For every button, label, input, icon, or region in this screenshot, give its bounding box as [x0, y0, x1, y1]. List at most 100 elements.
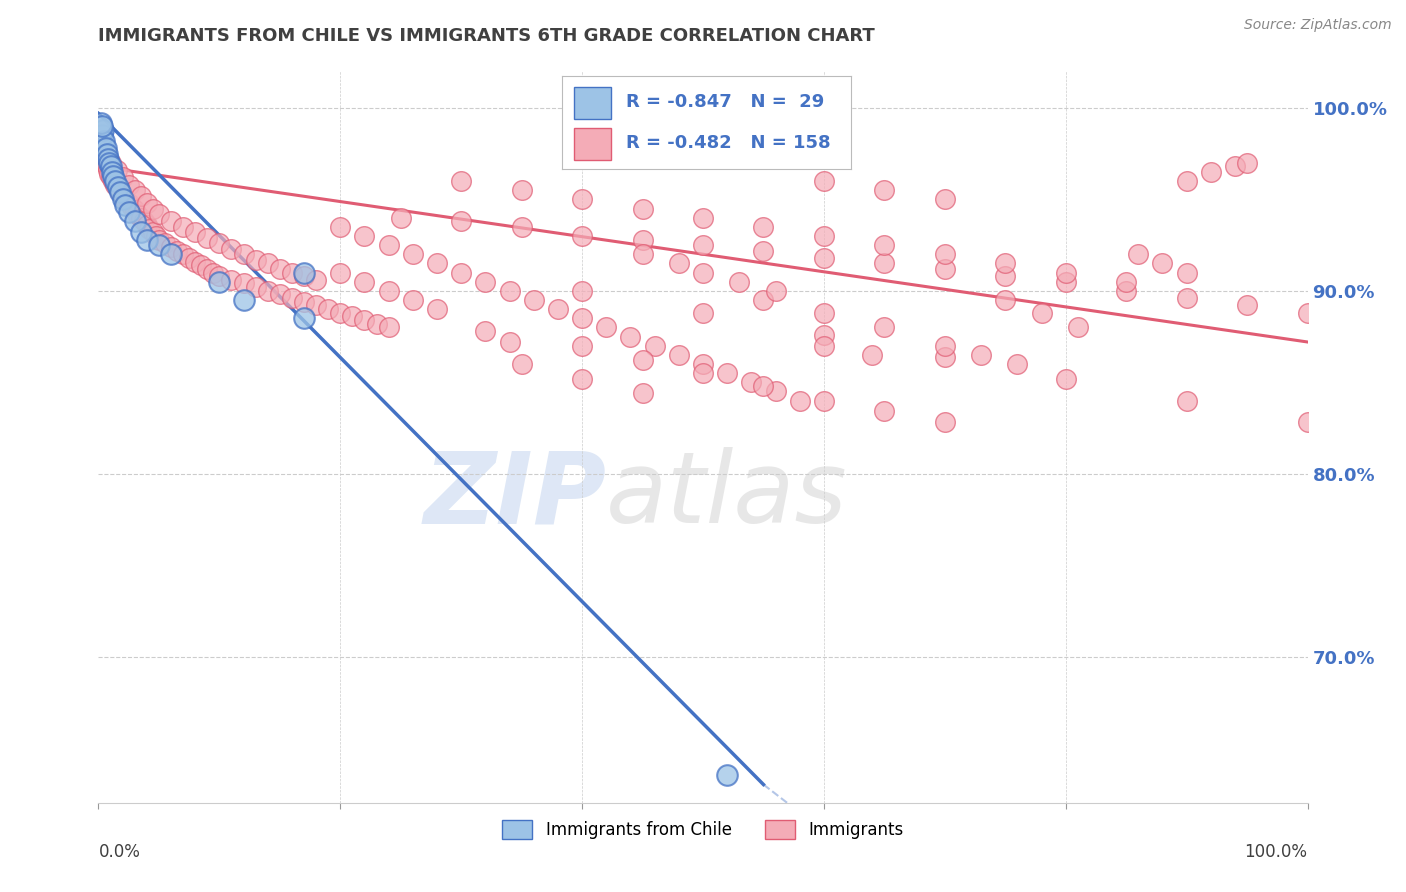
Point [256, 256, 278, 270]
Point [813, 228, 835, 243]
Point [124, 214, 146, 228]
Point [631, 386, 654, 401]
Point [1175, 174, 1198, 188]
Point [668, 348, 690, 362]
Point [142, 202, 165, 216]
Text: R = -0.847   N =  29: R = -0.847 N = 29 [626, 93, 824, 111]
Point [813, 393, 835, 408]
Point [281, 291, 304, 305]
Point [104, 174, 127, 188]
Point [208, 275, 231, 289]
Point [1152, 256, 1174, 270]
Point [523, 293, 546, 307]
Point [510, 357, 533, 371]
Point [873, 404, 896, 418]
Point [1236, 298, 1258, 312]
Point [366, 317, 388, 331]
Point [474, 324, 496, 338]
Point [692, 366, 714, 380]
Point [91, 123, 114, 137]
Point [232, 293, 254, 307]
Point [752, 379, 775, 393]
Point [813, 174, 835, 188]
Point [571, 311, 593, 326]
Point [129, 188, 152, 202]
Point [631, 233, 654, 247]
Point [111, 188, 134, 202]
Point [813, 251, 835, 265]
Point [93, 152, 115, 166]
Point [1115, 284, 1137, 298]
Point [91, 148, 114, 162]
Point [111, 170, 134, 185]
Point [571, 228, 593, 243]
Point [190, 258, 212, 272]
Point [305, 298, 328, 312]
Point [134, 214, 156, 228]
Point [934, 193, 956, 207]
Point [96, 160, 118, 174]
Point [316, 301, 339, 317]
Point [934, 416, 956, 430]
Point [813, 306, 835, 320]
Point [692, 211, 714, 225]
Point [1067, 320, 1090, 334]
Point [118, 196, 141, 211]
Point [138, 221, 160, 235]
Point [813, 339, 835, 353]
Text: 100.0%: 100.0% [1244, 843, 1308, 861]
Point [934, 350, 956, 364]
Point [245, 280, 267, 294]
Point [595, 320, 617, 334]
Point [1175, 393, 1198, 408]
Point [994, 269, 1017, 284]
Point [631, 353, 654, 368]
Point [510, 183, 533, 197]
Point [1031, 306, 1053, 320]
Point [195, 231, 218, 245]
Point [571, 193, 593, 207]
Point [1175, 265, 1198, 279]
Point [124, 203, 146, 218]
Point [100, 155, 122, 169]
Point [1296, 306, 1319, 320]
Point [813, 327, 835, 342]
Point [107, 179, 129, 194]
Point [114, 193, 136, 207]
Point [498, 334, 520, 349]
Point [619, 329, 641, 343]
Point [97, 152, 120, 166]
Point [118, 178, 141, 192]
Text: Source: ZipAtlas.com: Source: ZipAtlas.com [1244, 18, 1392, 32]
Point [208, 269, 231, 284]
Point [91, 120, 114, 134]
Point [148, 207, 170, 221]
Point [740, 375, 762, 389]
Point [510, 219, 533, 234]
Point [135, 196, 157, 211]
Point [342, 310, 364, 324]
Point [135, 218, 157, 232]
Point [994, 256, 1017, 270]
Point [353, 228, 375, 243]
Point [90, 137, 112, 152]
Point [93, 146, 115, 161]
Text: atlas: atlas [606, 447, 848, 544]
Point [873, 183, 896, 197]
Point [934, 261, 956, 276]
Point [160, 240, 183, 254]
Point [377, 320, 399, 334]
Point [208, 236, 231, 251]
Point [1054, 371, 1077, 385]
Point [97, 163, 120, 178]
Point [232, 247, 254, 261]
Point [329, 306, 352, 320]
FancyBboxPatch shape [574, 87, 612, 119]
Point [631, 202, 654, 216]
Point [752, 244, 775, 258]
Point [498, 284, 520, 298]
Point [1236, 155, 1258, 169]
Point [124, 183, 146, 197]
Point [716, 366, 738, 380]
Point [135, 233, 157, 247]
